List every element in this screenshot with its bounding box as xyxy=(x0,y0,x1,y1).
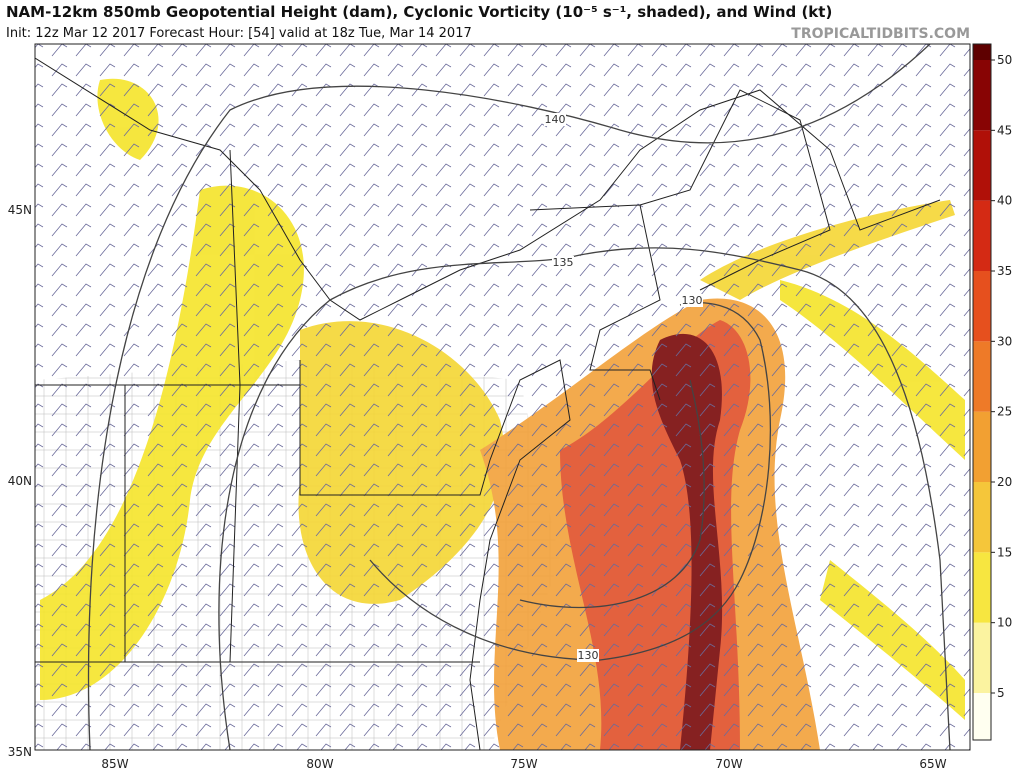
contour-label-bg xyxy=(577,649,599,662)
boundaries xyxy=(35,57,941,750)
lat-label: 45N xyxy=(8,203,32,217)
colorbar-tick-label: 20 xyxy=(997,475,1012,489)
lon-label: 80W xyxy=(306,757,333,771)
colorbar: 5 10 15 20 25 30 35 40 45 50 xyxy=(972,43,1012,741)
colorbar-segment xyxy=(973,622,991,693)
title: NAM-12km 850mb Geopotential Height (dam)… xyxy=(6,3,832,21)
colorbar-tick-label: 15 xyxy=(997,545,1012,559)
wind-barbs xyxy=(35,44,970,750)
colorbar-tick-label: 10 xyxy=(997,616,1012,630)
colorbar-frame xyxy=(972,43,992,741)
colorbar-segment xyxy=(973,693,991,740)
map-frame xyxy=(34,43,971,751)
lon-label: 65W xyxy=(919,757,946,771)
contour-label: 135 xyxy=(553,256,574,269)
colorbar-tick-label: 45 xyxy=(997,123,1012,137)
colorbar-segment xyxy=(973,341,991,412)
colorbar-segment xyxy=(973,411,991,482)
contour-label-bg xyxy=(552,256,574,269)
colorbar-segment xyxy=(973,60,991,131)
lat-label: 40N xyxy=(8,474,32,488)
credit: TROPICALTIDBITS.COM xyxy=(791,26,970,42)
lon-label: 75W xyxy=(510,757,537,771)
subtitle: Init: 12z Mar 12 2017 Forecast Hour: [54… xyxy=(6,26,472,41)
contour-label: 140 xyxy=(545,113,566,126)
colorbar-segment xyxy=(973,200,991,271)
colorbar-tick-label: 30 xyxy=(997,334,1012,348)
colorbar-segment xyxy=(973,44,991,60)
map: 5 10 15 20 25 30 35 40 45 50 xyxy=(34,43,1012,751)
lat-label: 35N xyxy=(8,745,32,759)
colorbar-segment xyxy=(973,482,991,553)
contour-label: 130 xyxy=(682,294,703,307)
contour-label-bg xyxy=(544,113,566,126)
contour-label: 130 xyxy=(578,649,599,662)
colorbar-tick-label: 5 xyxy=(997,686,1005,700)
colorbar-tick-label: 40 xyxy=(997,194,1012,208)
colorbar-tick-label: 35 xyxy=(997,264,1012,278)
lon-label: 85W xyxy=(101,757,128,771)
lon-label: 70W xyxy=(715,757,742,771)
contour-label-bg xyxy=(681,294,703,307)
colorbar-segment xyxy=(973,130,991,201)
colorbar-tick-label: 50 xyxy=(997,53,1012,67)
colorbar-tick-label: 25 xyxy=(997,405,1012,419)
colorbar-segment xyxy=(973,271,991,342)
colorbar-segment xyxy=(973,552,991,623)
